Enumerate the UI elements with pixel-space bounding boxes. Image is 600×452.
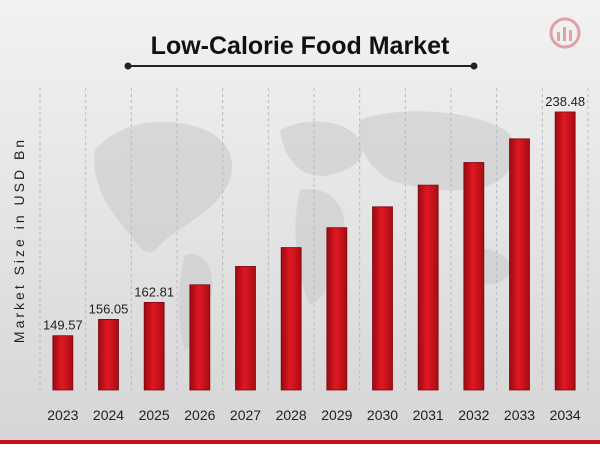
bar-2026	[189, 284, 211, 391]
data-label-2025: 162.81	[134, 284, 174, 299]
data-label-2024: 156.05	[89, 301, 129, 316]
x-tick-2030: 2030	[367, 407, 398, 423]
x-tick-2027: 2027	[230, 407, 261, 423]
data-label-2034: 238.48	[545, 94, 585, 109]
grid-lines	[39, 88, 589, 390]
bar-2027	[235, 266, 256, 391]
x-tick-2024: 2024	[93, 407, 124, 423]
bar-2025	[143, 301, 165, 391]
bar-2030	[372, 206, 393, 391]
title-underline-left-dot	[124, 62, 132, 70]
bar-2028	[280, 247, 302, 391]
data-label-2023: 149.57	[43, 318, 83, 333]
x-tick-2028: 2028	[276, 407, 307, 423]
bar-2033	[509, 138, 530, 391]
x-tick-2034: 2034	[550, 407, 581, 423]
data-labels: 149.57 156.05 162.81 238.48	[43, 94, 585, 333]
footer-red-line	[0, 440, 600, 444]
x-tick-labels: 2023 2024 2025 2026 2027 2028 2029 2030 2031 2032…	[47, 407, 581, 423]
bar-2031	[417, 184, 439, 391]
bar-2029	[326, 227, 348, 391]
bar-2023	[52, 335, 74, 391]
y-axis-label: Market Size in USD Bn	[11, 137, 27, 343]
x-tick-2025: 2025	[139, 407, 170, 423]
chart-logo-icon	[549, 17, 581, 49]
bars	[52, 111, 576, 391]
bar-2024	[98, 319, 119, 391]
x-tick-2029: 2029	[321, 407, 352, 423]
x-tick-2031: 2031	[413, 407, 444, 423]
title-underline-right-dot	[470, 62, 478, 70]
chart-title: Low-Calorie Food Market	[151, 32, 450, 60]
x-tick-2033: 2033	[504, 407, 535, 423]
x-tick-2026: 2026	[184, 407, 215, 423]
x-tick-2023: 2023	[47, 407, 78, 423]
bar-2032	[463, 162, 485, 391]
x-tick-2032: 2032	[458, 407, 489, 423]
bar-2034	[554, 111, 576, 391]
